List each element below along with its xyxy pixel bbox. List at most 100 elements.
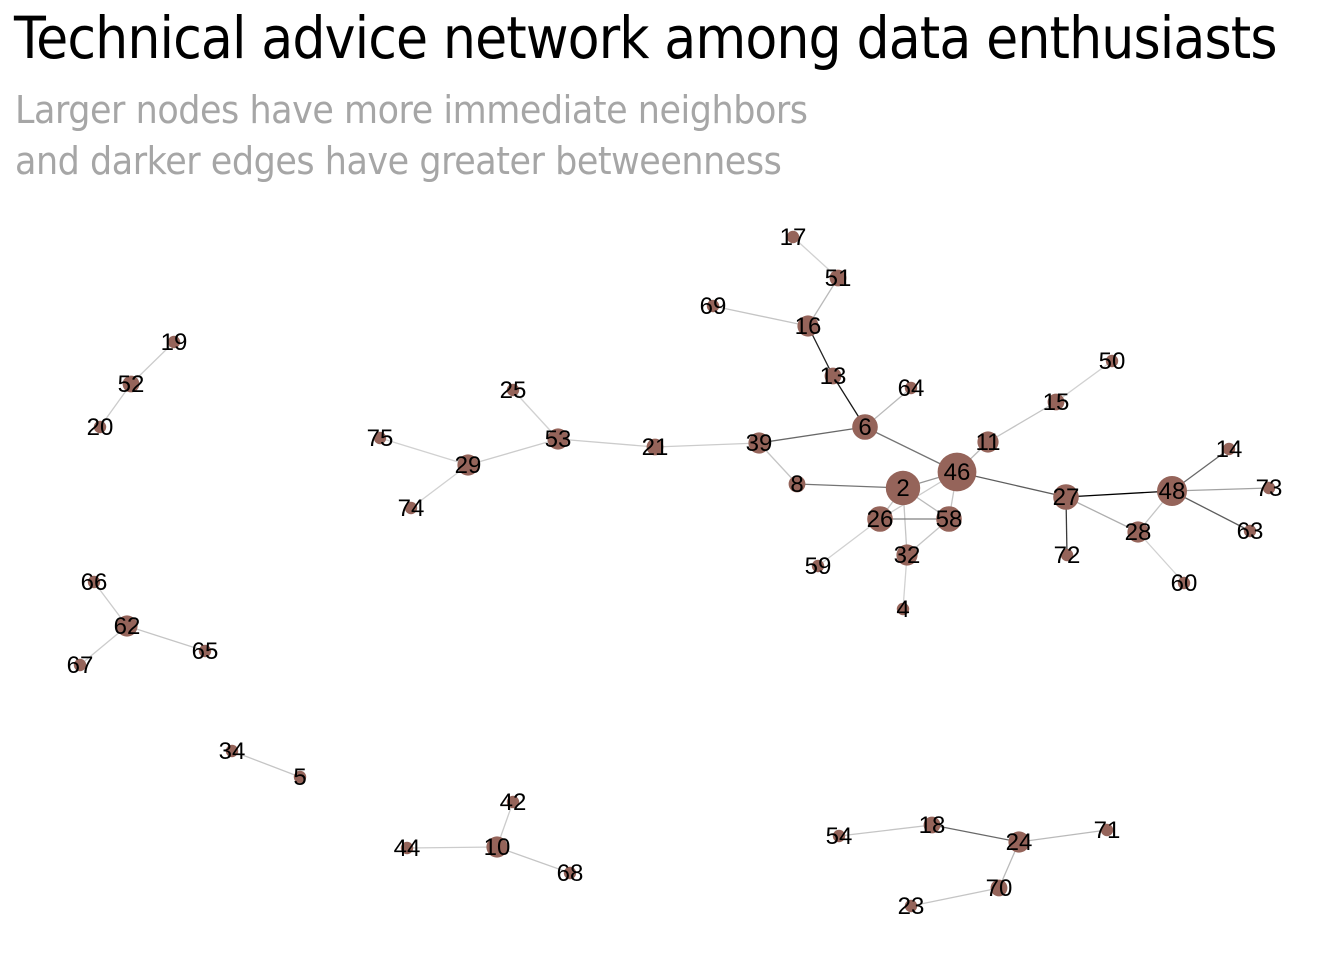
node-28 [1127, 521, 1149, 543]
node-label-72: 72 [1054, 542, 1081, 569]
node-label-54: 54 [826, 823, 853, 850]
node-label-71: 71 [1094, 817, 1121, 844]
edge-29-75 [379, 437, 469, 466]
subtitle-line-1: Larger nodes have more immediate neighbo… [15, 88, 808, 132]
node-label-10: 10 [484, 834, 511, 861]
node-label-62: 62 [114, 613, 141, 640]
node-label-13: 13 [820, 363, 847, 390]
node-73 [1262, 481, 1276, 495]
node-label-5: 5 [293, 764, 306, 791]
node-6 [852, 414, 878, 440]
edge-28-60 [1137, 531, 1185, 584]
edge-18-24 [931, 824, 1020, 843]
node-20 [93, 420, 107, 434]
node-51 [829, 269, 847, 287]
node-42 [506, 795, 520, 809]
node-48 [1157, 476, 1187, 506]
node-label-25: 25 [500, 377, 527, 404]
node-60 [1177, 576, 1191, 590]
node-label-16: 16 [795, 313, 822, 340]
node-14 [1222, 442, 1236, 456]
node-74 [404, 501, 418, 515]
node-18 [923, 816, 941, 834]
page-title: Technical advice network among data enth… [14, 4, 1278, 72]
node-label-26: 26 [867, 506, 894, 533]
node-label-23: 23 [898, 893, 925, 920]
edge-10-68 [496, 846, 571, 874]
node-label-64: 64 [898, 375, 925, 402]
edge-21-53 [557, 438, 656, 448]
node-label-20: 20 [87, 414, 114, 441]
node-52 [122, 375, 140, 393]
node-label-46: 46 [944, 459, 971, 486]
node-label-63: 63 [1237, 518, 1264, 545]
node-5 [293, 770, 307, 784]
node-label-32: 32 [894, 542, 921, 569]
node-label-51: 51 [825, 265, 852, 292]
edge-53-25 [512, 389, 559, 440]
node-label-70: 70 [986, 875, 1013, 902]
node-21 [646, 438, 664, 456]
node-13 [824, 367, 842, 385]
node-46 [937, 452, 977, 492]
edge-70-23 [910, 887, 1000, 907]
node-label-15: 15 [1043, 389, 1070, 416]
node-label-27: 27 [1053, 484, 1080, 511]
node-65 [198, 644, 212, 658]
node-11 [977, 431, 999, 453]
edge-39-21 [654, 442, 760, 448]
node-2 [885, 470, 921, 506]
node-71 [1100, 823, 1114, 837]
node-label-69: 69 [700, 293, 727, 320]
node-label-21: 21 [642, 434, 669, 461]
node-62 [116, 615, 138, 637]
node-75 [373, 431, 387, 445]
edge-62-65 [126, 625, 206, 652]
edge-24-71 [1018, 829, 1108, 843]
node-17 [786, 230, 800, 244]
edge-19-52 [130, 341, 175, 385]
node-label-19: 19 [161, 329, 188, 356]
node-label-29: 29 [455, 452, 482, 479]
node-15 [1047, 393, 1065, 411]
node-label-48: 48 [1159, 478, 1186, 505]
node-label-28: 28 [1125, 519, 1152, 546]
edge-48-73 [1171, 487, 1270, 492]
edge-17-51 [792, 236, 839, 279]
node-label-68: 68 [557, 860, 584, 887]
node-label-11: 11 [976, 429, 1001, 456]
node-label-66: 66 [81, 569, 108, 596]
node-34 [225, 744, 239, 758]
node-label-50: 50 [1099, 348, 1126, 375]
node-label-65: 65 [192, 638, 219, 665]
node-label-42: 42 [500, 789, 527, 816]
node-32 [896, 544, 918, 566]
node-4 [896, 602, 910, 616]
node-19 [167, 335, 181, 349]
node-label-34: 34 [219, 738, 246, 765]
edge-54-18 [838, 824, 933, 837]
node-label-74: 74 [398, 495, 425, 522]
node-label-8: 8 [790, 471, 803, 498]
edge-6-39 [758, 426, 866, 444]
node-67 [73, 658, 87, 672]
node-63 [1243, 524, 1257, 538]
edge-26-59 [817, 518, 881, 567]
node-16 [797, 315, 819, 337]
edge-8-2 [796, 483, 904, 489]
node-8 [788, 475, 806, 493]
node-44 [400, 841, 414, 855]
node-label-39: 39 [746, 430, 773, 457]
node-label-59: 59 [805, 553, 832, 580]
node-23 [904, 899, 918, 913]
edge-44-10 [406, 846, 498, 849]
edge-15-50 [1055, 360, 1113, 403]
node-label-73: 73 [1256, 475, 1283, 502]
edge-layer [79, 236, 1270, 907]
node-label-44: 44 [394, 835, 421, 862]
edge-52-20 [99, 383, 132, 428]
node-label-60: 60 [1171, 570, 1198, 597]
node-27 [1053, 484, 1079, 510]
